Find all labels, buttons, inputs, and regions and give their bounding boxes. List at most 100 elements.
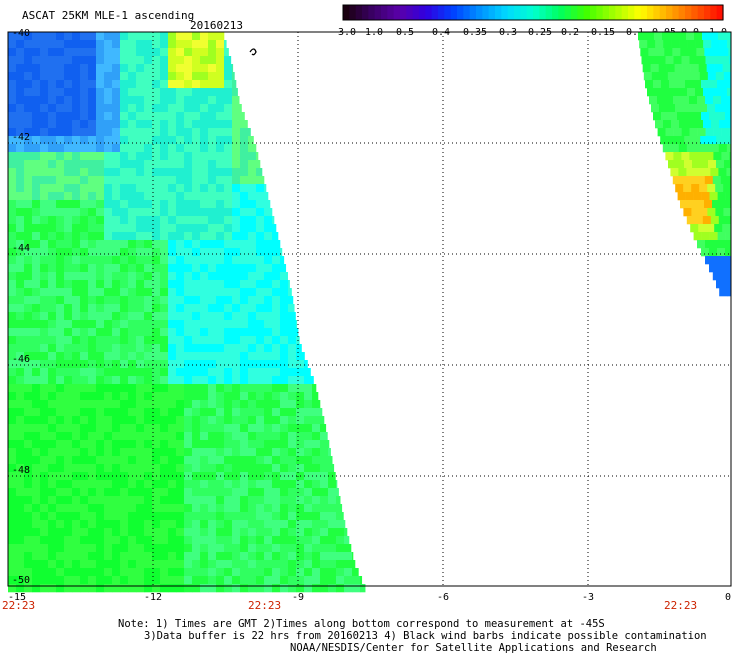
swath-cell	[256, 440, 265, 449]
swath-cell	[288, 424, 297, 433]
swath-cell	[120, 384, 129, 393]
swath-cell	[176, 392, 185, 401]
swath-cell	[144, 480, 153, 489]
swath-cell	[192, 200, 201, 209]
swath-cell	[152, 112, 161, 121]
swath-cell	[56, 112, 65, 121]
swath-cell	[32, 520, 41, 529]
swath-cell	[288, 496, 297, 505]
swath-cell	[320, 488, 329, 497]
swath-cell	[176, 576, 185, 585]
swath-cell	[176, 248, 185, 257]
swath-cell	[232, 584, 241, 593]
swath-cell	[160, 40, 169, 49]
swath-cell	[144, 544, 153, 553]
swath-cell	[240, 216, 249, 225]
swath-cell	[320, 584, 329, 593]
swath-cell	[104, 72, 113, 81]
swath-cell	[232, 520, 241, 529]
swath-cell	[176, 528, 185, 537]
swath-cell	[64, 256, 73, 265]
swath-cell	[16, 120, 25, 129]
swath-cell	[136, 336, 145, 345]
swath-cell	[248, 208, 257, 217]
swath-cell	[96, 56, 105, 65]
swath-cell	[88, 32, 97, 41]
swath-cell	[112, 392, 121, 401]
swath-cell	[64, 376, 73, 385]
swath-cell	[56, 128, 65, 137]
swath-cell	[224, 560, 233, 569]
swath-cell	[40, 264, 49, 273]
swath-cell	[264, 424, 273, 433]
swath-cell	[256, 312, 265, 321]
swath-cell	[216, 432, 225, 441]
swath-cell	[312, 480, 321, 489]
swath-cell	[256, 520, 265, 529]
swath-cell	[280, 384, 289, 393]
swath-cell	[686, 144, 696, 153]
swath-cell	[304, 440, 313, 449]
swath-cell	[184, 32, 193, 41]
swath-cell	[216, 248, 225, 257]
swath-cell	[32, 384, 41, 393]
swath-cell	[112, 480, 121, 489]
swath-cell	[296, 360, 305, 369]
swath-cell	[176, 440, 185, 449]
swath-cell	[216, 576, 225, 585]
swath-cell	[697, 128, 706, 137]
swath-cell	[240, 376, 249, 385]
swath-cell	[705, 128, 714, 137]
swath-cell	[56, 144, 65, 153]
swath-cell	[40, 176, 49, 185]
swath-cell	[96, 416, 105, 425]
swath-cell	[200, 160, 209, 169]
swath-cell	[144, 512, 153, 521]
swath-cell	[264, 320, 273, 329]
swath-cell	[136, 48, 145, 57]
swath-cell	[168, 440, 177, 449]
swath-cell	[256, 240, 265, 249]
swath-cell	[232, 312, 241, 321]
swath-cell	[264, 408, 273, 417]
swath-cell	[720, 176, 730, 185]
time-label-mid: 22:23	[248, 599, 282, 612]
swath-cell	[24, 512, 33, 521]
swath-cell	[280, 336, 289, 345]
swath-cell	[80, 280, 89, 289]
swath-cell	[152, 528, 161, 537]
swath-cell	[208, 288, 217, 297]
swath-cell	[40, 192, 49, 201]
swath-cell	[689, 128, 698, 137]
swath-cell	[40, 504, 49, 513]
swath-cell	[304, 400, 313, 409]
swath-cell	[232, 536, 241, 545]
swath-cell	[136, 272, 145, 281]
swath-cell	[673, 128, 682, 137]
swath-cell	[216, 536, 225, 545]
swath-cell	[344, 552, 353, 561]
swath-cell	[128, 400, 137, 409]
swath-cell	[184, 272, 193, 281]
swath-cell	[656, 48, 665, 57]
swath-cell	[144, 440, 153, 449]
swath-cell	[168, 400, 177, 409]
swath-cell	[224, 104, 233, 113]
swath-cell	[192, 584, 201, 593]
swath-cell	[697, 96, 706, 105]
swath-cell	[232, 320, 241, 329]
swath-cell	[304, 504, 313, 513]
swath-cell	[667, 72, 677, 81]
swath-cell	[280, 392, 289, 401]
swath-cell	[232, 352, 241, 361]
swath-cell	[8, 528, 17, 537]
swath-cell	[240, 432, 249, 441]
swath-cell	[120, 400, 129, 409]
swath-cell	[96, 160, 105, 169]
swath-cell	[88, 304, 97, 313]
swath-cell	[8, 240, 17, 249]
swath-cell	[120, 136, 129, 145]
swath-cell	[64, 504, 73, 513]
swath-cell	[304, 584, 313, 593]
swath-cell	[64, 80, 73, 89]
